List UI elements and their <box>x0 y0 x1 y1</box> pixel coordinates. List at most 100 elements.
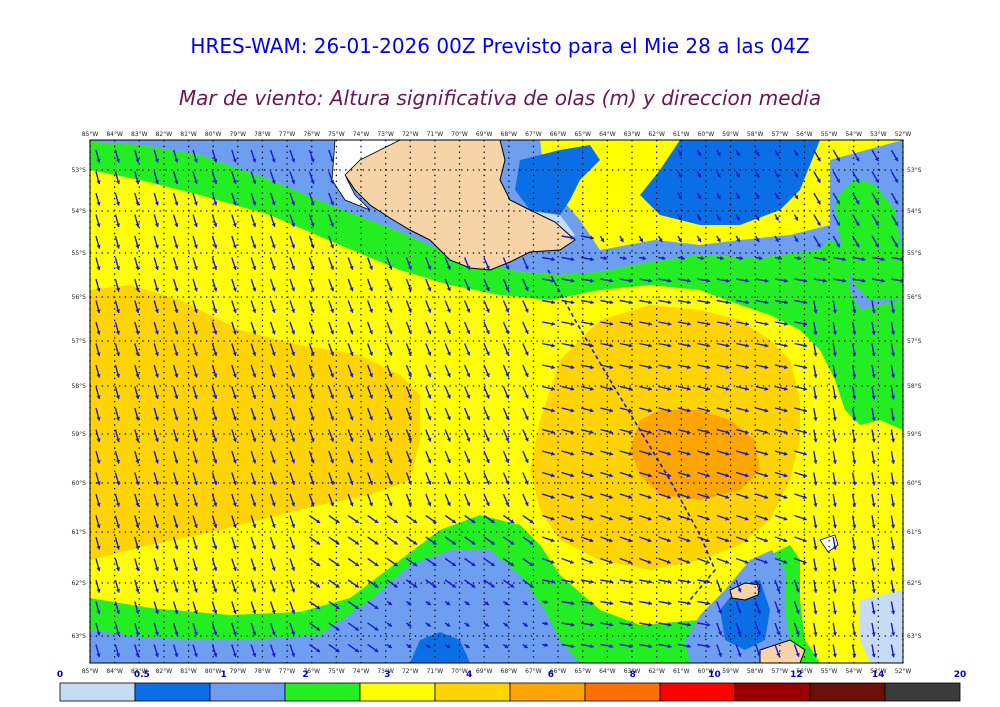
direction-arrowhead <box>505 265 510 270</box>
longitude-label-bottom: 61°W <box>673 668 690 675</box>
direction-arrowhead <box>427 480 432 485</box>
direction-arrowhead <box>232 352 237 356</box>
direction-arrowhead <box>154 180 159 184</box>
direction-arrowhead <box>706 429 710 435</box>
direction-arrowhead <box>413 562 418 566</box>
longitude-label-top: 65°W <box>574 131 591 138</box>
direction-arrowhead <box>310 222 315 227</box>
direction-arrowhead <box>349 437 354 442</box>
direction-arrowhead <box>368 330 373 335</box>
direction-arrowhead <box>802 559 807 564</box>
direction-arrowhead <box>697 152 702 157</box>
direction-arrowhead <box>686 559 691 564</box>
direction-arrowhead <box>639 238 643 243</box>
direction-arrowhead <box>465 601 470 605</box>
direction-arrowhead <box>551 278 556 283</box>
direction-arrowhead <box>756 652 761 657</box>
direction-arrowhead <box>505 501 510 506</box>
direction-arrowhead <box>330 351 335 356</box>
direction-arrowhead <box>524 437 529 442</box>
direction-arrowhead <box>291 201 296 206</box>
direction-arrowhead <box>795 631 800 636</box>
direction-arrowhead <box>524 394 529 399</box>
direction-arrowhead <box>96 459 101 464</box>
direction-arrowhead <box>836 243 840 248</box>
direction-arrowhead <box>213 481 218 485</box>
direction-arrowhead <box>135 653 140 658</box>
longitude-label-top: 52°W <box>895 131 912 138</box>
direction-arrowhead <box>154 266 159 270</box>
direction-arrowhead <box>388 330 393 335</box>
direction-arrowhead <box>354 626 359 631</box>
band-4-6m-west <box>90 285 420 560</box>
direction-arrowhead <box>291 222 296 227</box>
longitude-label-top: 70°W <box>451 131 468 138</box>
direction-arrowhead <box>174 588 179 593</box>
direction-arrowhead <box>407 437 412 442</box>
band-2-3m-north <box>90 142 903 430</box>
direction-arrowhead <box>485 459 490 463</box>
direction-arrowhead <box>96 567 101 572</box>
direction-arrowhead <box>154 459 159 464</box>
direction-arrowhead <box>570 622 575 627</box>
direction-arrowhead <box>778 256 782 261</box>
direction-arrowhead <box>193 244 198 249</box>
direction-arrowhead <box>524 265 529 270</box>
direction-arrowhead <box>725 559 729 564</box>
direction-arrowhead <box>505 480 510 485</box>
direction-arrowhead <box>96 223 101 228</box>
direction-arrowhead <box>96 287 101 292</box>
direction-arrowhead <box>622 256 627 261</box>
direction-arrowhead <box>755 195 760 200</box>
direction-arrowhead <box>252 287 257 292</box>
direction-arrowhead <box>550 451 555 456</box>
direction-arrowhead <box>232 266 237 270</box>
direction-arrowhead <box>485 351 490 356</box>
direction-arrowhead <box>388 459 393 464</box>
band-0.5-1m-south <box>410 632 470 663</box>
direction-arrowhead <box>852 331 857 335</box>
direction-arrowhead <box>154 610 159 614</box>
direction-arrowhead <box>681 256 685 261</box>
longitude-label-top: 77°W <box>279 131 296 138</box>
direction-arrowhead <box>890 395 896 400</box>
direction-arrowhead <box>96 416 101 421</box>
direction-arrowhead <box>407 394 412 399</box>
direction-arrowhead <box>697 216 702 221</box>
direction-arrowhead <box>725 386 730 391</box>
latitude-label-right: 62°S <box>907 580 922 587</box>
direction-arrowhead <box>115 330 121 335</box>
direction-arrowhead <box>174 180 179 184</box>
direction-arrowhead <box>232 631 237 636</box>
direction-arrowhead <box>271 265 276 270</box>
direction-arrowhead <box>832 524 837 529</box>
direction-arrowhead <box>813 567 818 572</box>
direction-arrowhead <box>193 180 198 184</box>
direction-arrowhead <box>764 494 768 499</box>
direction-arrowhead <box>890 309 896 314</box>
direction-arrowhead <box>686 408 691 413</box>
direction-arrowhead <box>213 201 218 206</box>
direction-arrowhead <box>387 644 392 648</box>
direction-arrowhead <box>609 622 614 627</box>
direction-arrowhead <box>628 601 633 606</box>
colorbar-tick-label: 0 <box>57 670 63 680</box>
direction-arrowhead <box>291 459 296 464</box>
direction-arrowhead <box>316 648 321 652</box>
direction-arrowhead <box>648 622 653 627</box>
direction-arrowhead <box>756 609 761 614</box>
direction-arrowhead <box>466 287 471 292</box>
direction-arrowhead <box>446 373 451 378</box>
direction-arrowhead <box>842 278 847 283</box>
direction-arrowhead <box>135 502 140 507</box>
direction-arrowhead <box>609 408 613 413</box>
direction-arrowhead <box>135 287 140 292</box>
direction-arrowhead <box>387 601 392 605</box>
direction-arrowhead <box>648 343 652 348</box>
direction-arrowhead <box>451 519 456 523</box>
direction-arrowhead <box>335 540 340 545</box>
direction-arrowhead <box>115 502 121 507</box>
direction-arrowhead <box>232 610 237 614</box>
direction-arrowhead <box>813 653 818 658</box>
direction-arrowhead <box>590 622 594 627</box>
